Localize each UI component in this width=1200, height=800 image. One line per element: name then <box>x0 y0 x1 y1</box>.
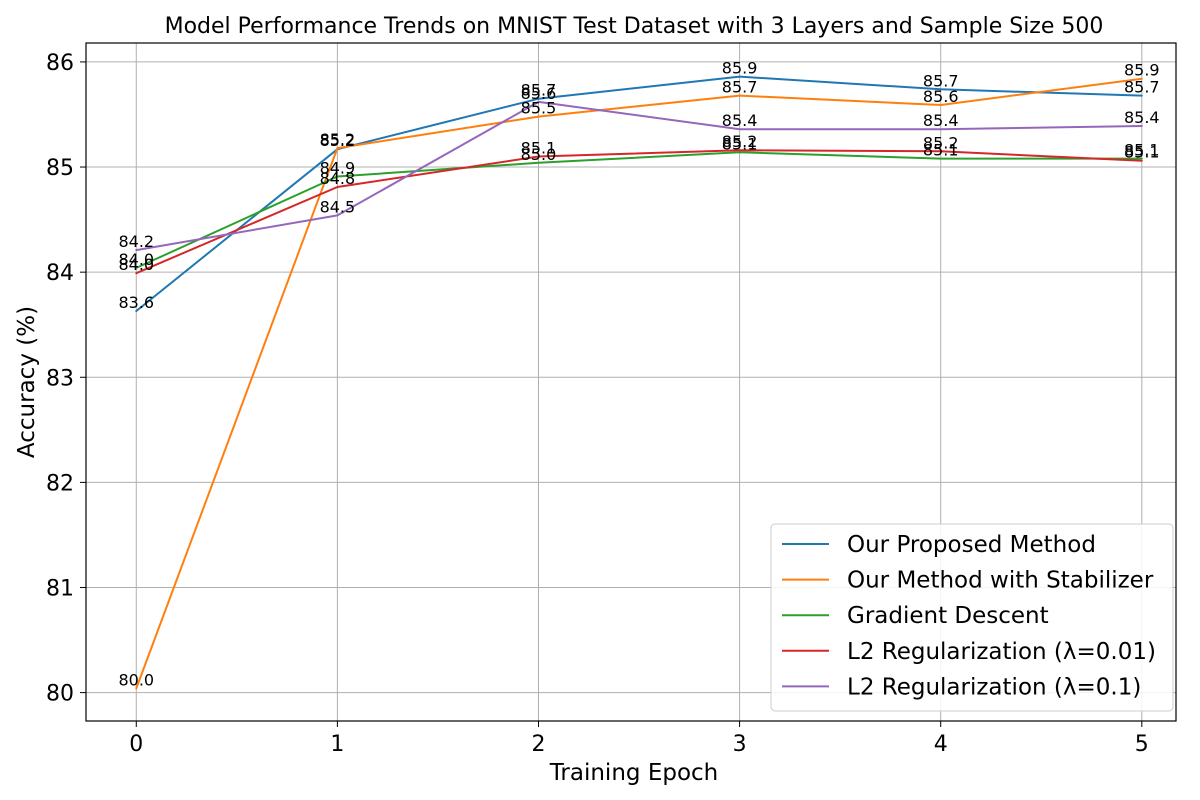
series-line <box>135 100 1143 252</box>
data-label: 85.2 <box>923 133 959 152</box>
data-label: 85.9 <box>1124 61 1160 80</box>
data-label: 84.8 <box>320 169 356 188</box>
data-label: 85.1 <box>923 141 959 160</box>
series-line <box>135 75 1143 312</box>
plot-frame <box>85 42 1177 722</box>
data-label: 85.7 <box>1124 78 1160 97</box>
data-label: 85.7 <box>722 78 758 97</box>
chart-title: Model Performance Trends on MNIST Test D… <box>165 14 1104 39</box>
x-tick-label: 4 <box>934 732 948 757</box>
legend-label: L2 Regularization (λ=0.01) <box>847 639 1156 665</box>
data-label: 85.9 <box>722 59 758 78</box>
data-labels: 83.685.285.785.985.7 85.780.085.285.585.7… <box>118 59 1159 690</box>
y-tick-label: 82 <box>46 471 74 496</box>
data-label: 84.2 <box>118 232 154 251</box>
data-label: 85.7 <box>923 71 959 90</box>
series-layer <box>135 75 1143 690</box>
legend-label: Our Method with Stabilizer <box>847 568 1154 594</box>
x-axis-label: Training Epoch <box>549 760 719 786</box>
data-label: 85.2 <box>722 132 758 151</box>
data-label: 84.9 <box>320 158 356 177</box>
y-tick-label: 85 <box>46 156 74 181</box>
series-line <box>135 149 1143 275</box>
data-label: 85.4 <box>1124 108 1160 127</box>
data-label: 84.5 <box>320 197 356 216</box>
legend-label: L2 Regularization (λ=0.1) <box>847 674 1141 700</box>
data-label: 85.4 <box>722 111 758 130</box>
y-tick-label: 86 <box>46 51 74 76</box>
series-line <box>135 77 1143 690</box>
data-label: 85.1 <box>1124 141 1160 160</box>
y-tick-label: 81 <box>46 577 74 602</box>
y-axis-label: Accuracy (%) <box>14 306 40 458</box>
data-label: 85.2 <box>320 131 356 150</box>
data-label: 85.1 <box>1124 143 1160 162</box>
data-label: 85.5 <box>521 99 557 118</box>
y-tick-label: 84 <box>46 261 74 286</box>
y-tick-label: 80 <box>46 682 74 707</box>
legend: Our Proposed Method Our Method with Stabi… <box>770 523 1174 712</box>
data-label: 85.0 <box>521 145 557 164</box>
data-label: 85.1 <box>521 139 557 158</box>
legend-label: Gradient Descent <box>847 603 1049 629</box>
data-label: 83.6 <box>118 293 154 312</box>
data-label: 84.0 <box>118 255 154 274</box>
data-label: 85.2 <box>320 130 356 149</box>
data-label: 80.0 <box>118 670 154 689</box>
series-line <box>135 151 1143 269</box>
x-tick-label: 5 <box>1135 732 1149 757</box>
x-tick-label: 1 <box>330 732 344 757</box>
ticks: 0 1 2 3 4 5 80 81 82 83 84 85 86 <box>46 51 1149 757</box>
data-label: 85.1 <box>722 134 758 153</box>
legend-label: Our Proposed Method <box>847 532 1096 558</box>
data-label: 85.4 <box>923 111 959 130</box>
x-tick-label: 0 <box>129 732 143 757</box>
data-label: 85.6 <box>923 87 959 106</box>
x-tick-label: 3 <box>733 732 747 757</box>
x-tick-label: 2 <box>531 732 545 757</box>
grid <box>86 43 1176 721</box>
data-label: 85.7 <box>521 81 557 100</box>
data-label: 85.6 <box>521 84 557 103</box>
data-label: 84.0 <box>118 250 154 269</box>
y-tick-label: 83 <box>46 366 74 391</box>
legend-box <box>770 523 1174 712</box>
